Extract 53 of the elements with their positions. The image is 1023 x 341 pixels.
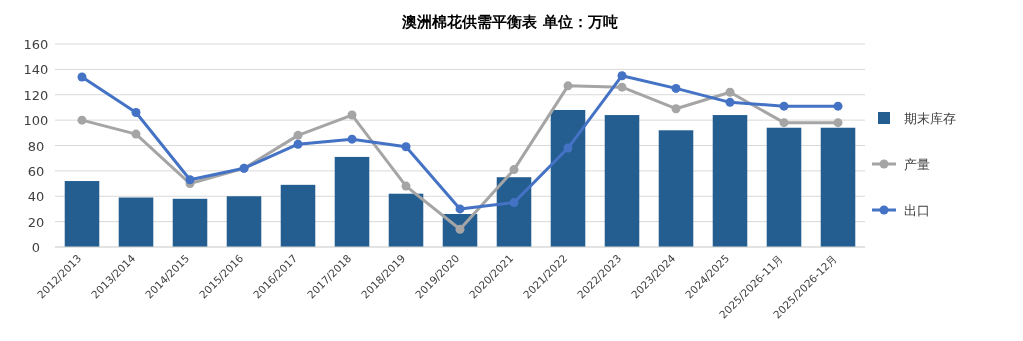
y-tick-label: 140	[23, 62, 49, 78]
point	[617, 71, 627, 81]
point	[563, 143, 573, 153]
point	[509, 198, 519, 208]
bar	[388, 193, 424, 247]
point	[293, 139, 303, 149]
bar	[604, 115, 640, 247]
bar	[172, 198, 208, 247]
point	[671, 104, 681, 114]
bar	[280, 184, 316, 247]
bar	[496, 177, 532, 247]
y-tick-label: 20	[27, 214, 45, 230]
bar	[766, 127, 802, 247]
point	[401, 181, 411, 191]
point	[77, 72, 87, 82]
point	[131, 108, 141, 118]
legend-label: 产量	[904, 157, 930, 172]
legend-label: 出口	[904, 203, 930, 218]
y-tick-label: 160	[23, 37, 49, 52]
point	[725, 87, 735, 97]
point	[833, 101, 843, 111]
legend-label: 期末库存	[904, 111, 956, 126]
bar	[712, 115, 748, 247]
point	[833, 118, 843, 128]
point	[131, 129, 141, 139]
point	[185, 175, 195, 185]
point	[293, 130, 303, 140]
bar	[550, 109, 586, 247]
y-tick-label: 60	[27, 163, 45, 179]
point	[401, 142, 411, 152]
bar	[64, 181, 100, 247]
chart-title: 澳洲棉花供需平衡表 单位：万吨	[401, 13, 618, 31]
y-tick-label: 0	[31, 240, 41, 255]
bar	[334, 156, 370, 247]
y-tick-label: 100	[23, 113, 49, 129]
point	[347, 134, 357, 144]
point	[509, 165, 519, 175]
bar	[226, 196, 262, 247]
y-tick-label: 40	[27, 189, 45, 205]
point	[779, 101, 789, 111]
point	[347, 110, 357, 120]
point	[779, 118, 789, 128]
point	[617, 82, 627, 92]
point	[77, 115, 87, 125]
bar	[118, 197, 154, 247]
bar	[820, 127, 856, 247]
y-tick-label: 120	[23, 87, 49, 103]
bar	[658, 130, 694, 247]
point	[671, 83, 681, 93]
y-tick-label: 80	[27, 138, 45, 154]
point	[563, 81, 573, 91]
point	[455, 204, 465, 214]
point	[725, 97, 735, 107]
